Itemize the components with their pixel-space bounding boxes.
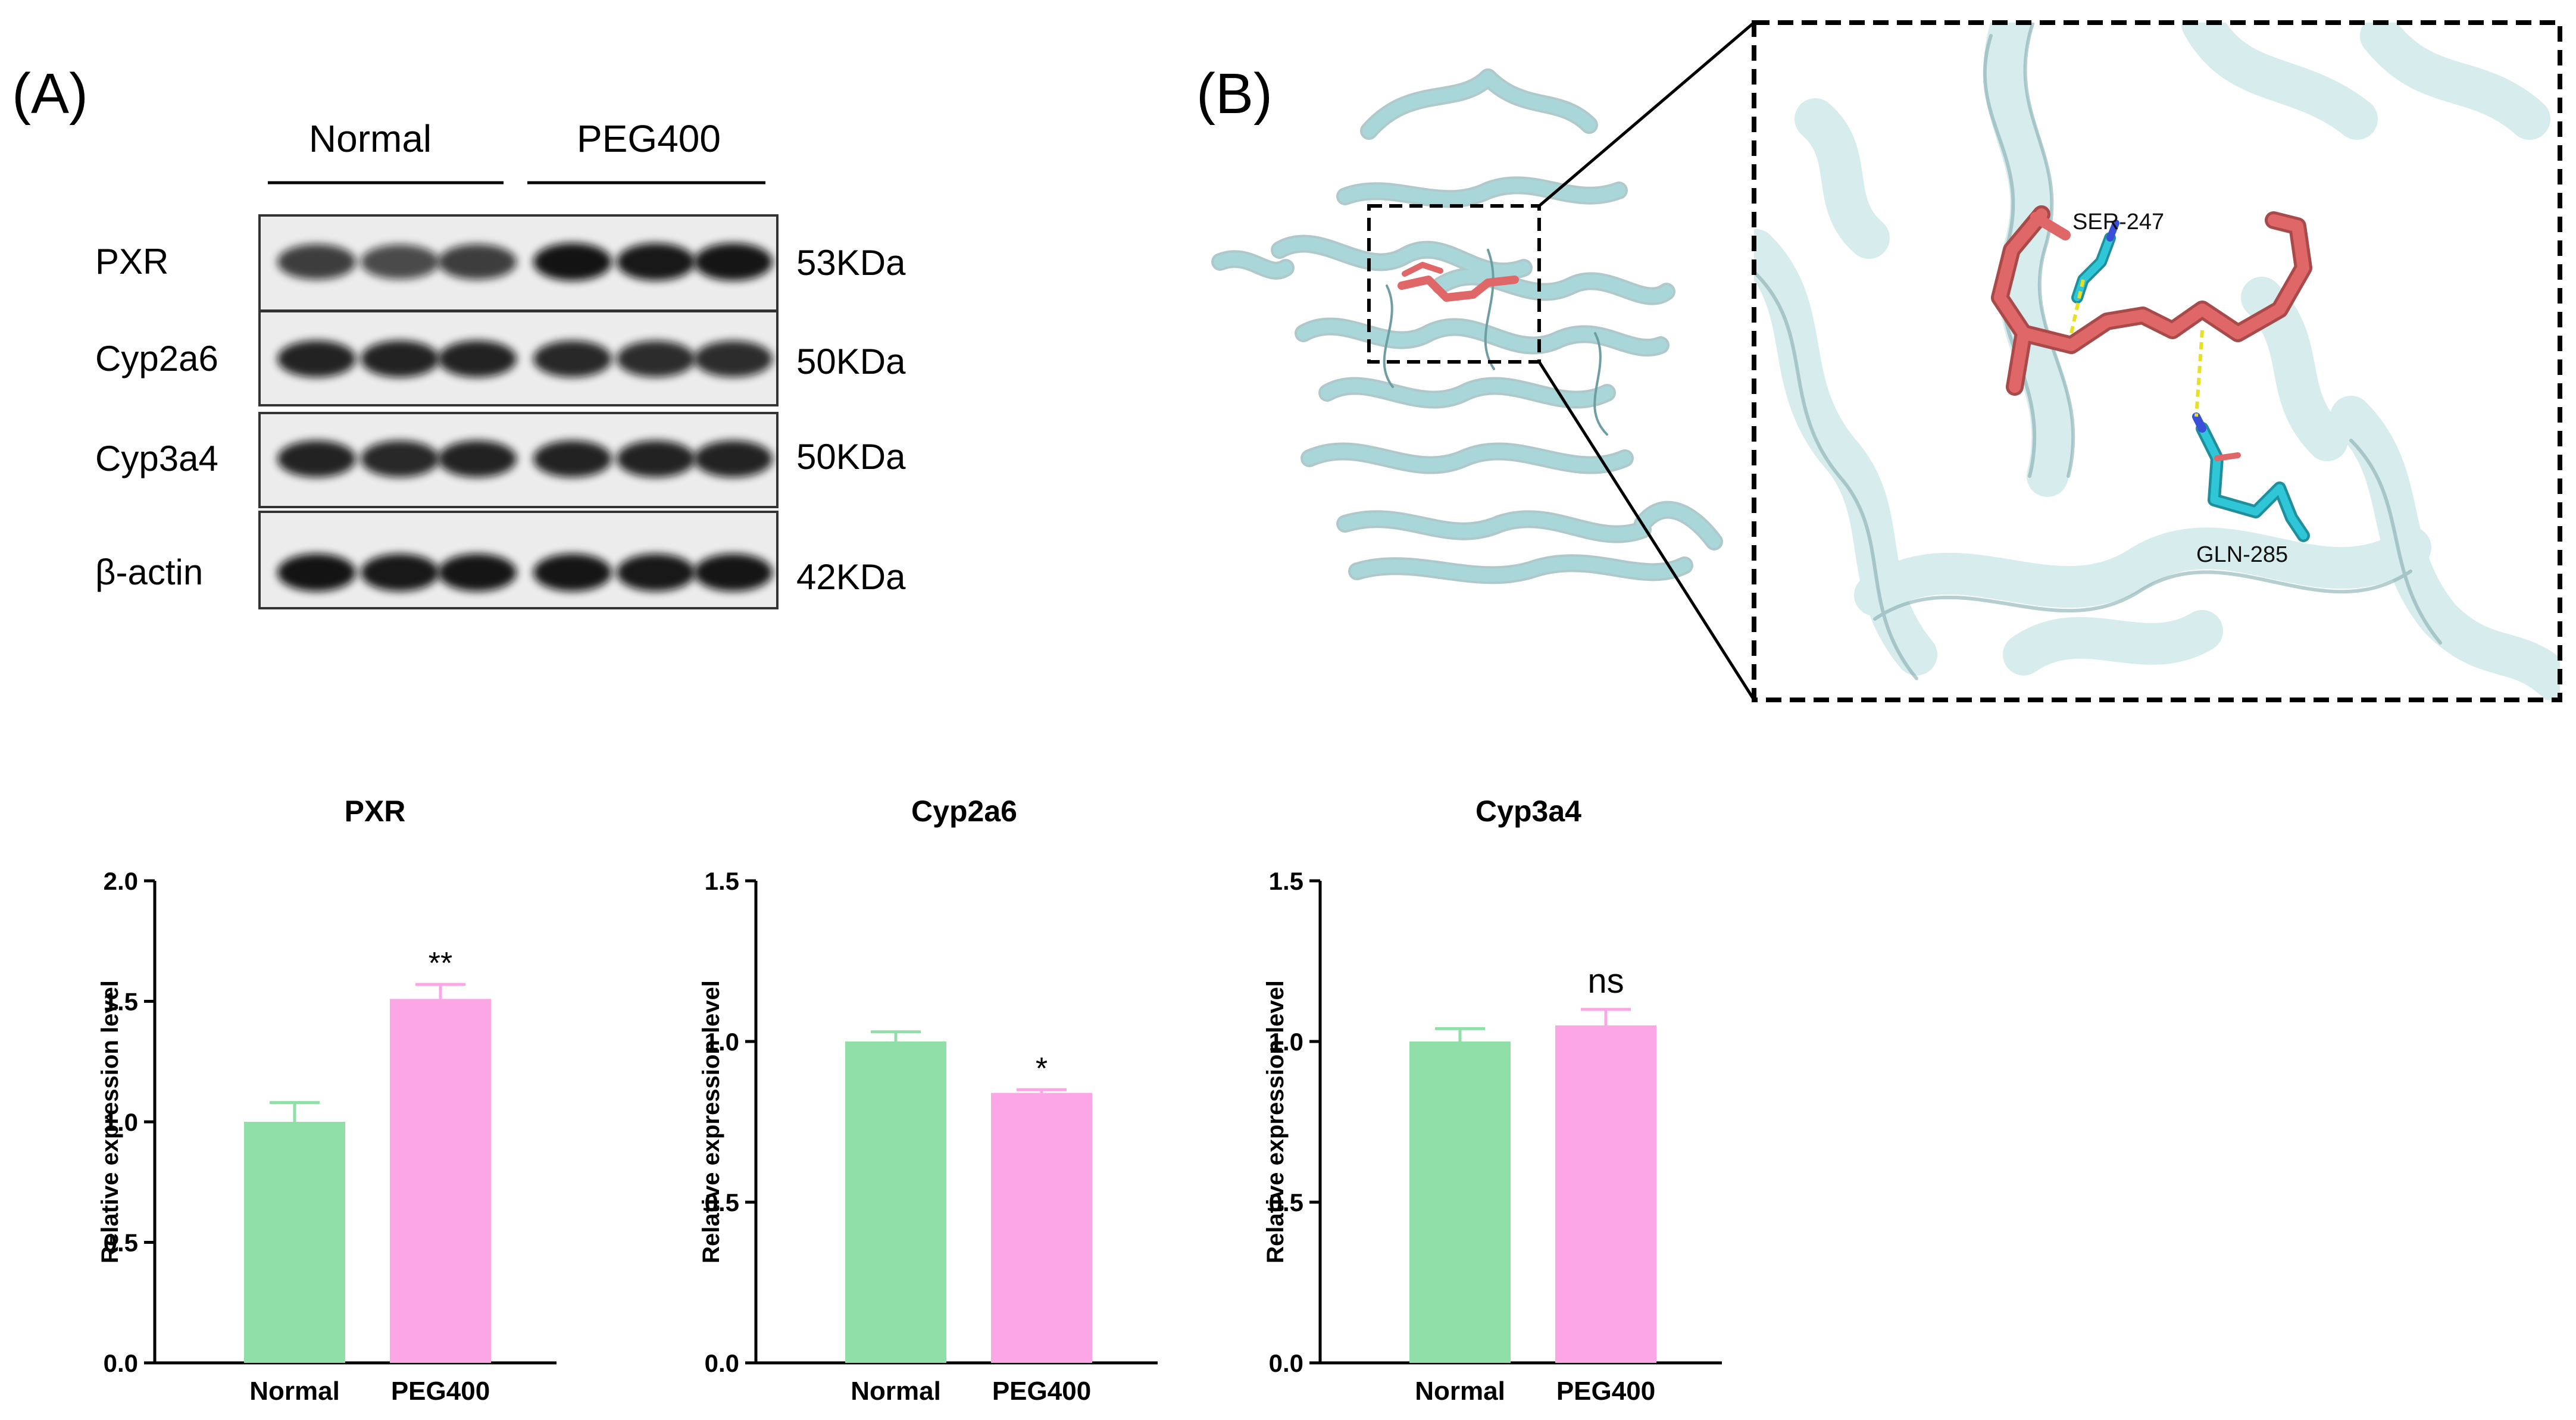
blot-band — [533, 340, 612, 377]
blot-band — [438, 553, 517, 592]
panel-b-label: (B) — [1196, 62, 1273, 126]
binding-site-zoom: SER-247 GLN-285 — [1754, 23, 2560, 700]
y-tick-label: 1.5 — [705, 867, 739, 895]
blot-band — [438, 440, 517, 477]
bar-normal — [845, 1041, 946, 1363]
blot-band — [361, 553, 439, 592]
zoom-view-frame — [1752, 20, 2562, 702]
residue-label-gln285: GLN-285 — [2196, 542, 2288, 567]
significance-annotation: ns — [1587, 962, 1624, 1000]
blot-band — [617, 553, 695, 592]
chart-pxr: PXR Relative expression level 0.0 0.5 1.0 1.5… — [97, 795, 557, 1406]
y-tick-label: 1.5 — [104, 988, 138, 1016]
zoom-connector-top — [1538, 21, 1755, 207]
molecular-weight-label: 53KDa — [796, 243, 906, 283]
blot-band — [617, 243, 695, 281]
chart-title: Cyp3a4 — [1475, 795, 1581, 828]
chart-cyp3a4: Cyp3a4 Relative expression level 0.0 0.5 1.0… — [1262, 795, 1722, 1406]
bar-normal — [244, 1122, 345, 1363]
blot-band — [438, 340, 517, 377]
panel-b-docking: (B) — [1196, 20, 2562, 702]
protein-label: Cyp2a6 — [95, 339, 218, 379]
y-tick-label: 0.0 — [104, 1349, 138, 1377]
y-axis-label: Relative expression level — [698, 980, 724, 1263]
blot-band — [694, 243, 773, 281]
panel-a-western-blot: (A) Normal PEG400 PXR 53KDa Cyp2a6 50KDa Cyp… — [12, 62, 906, 609]
x-tick-label: PEG400 — [1556, 1377, 1655, 1406]
y-tick-label: 0.5 — [104, 1229, 138, 1257]
y-tick-label: 1.0 — [705, 1028, 739, 1056]
residue-ser247 — [2071, 220, 2119, 304]
y-tick-label: 0.0 — [705, 1349, 739, 1377]
group-label-normal: Normal — [309, 117, 432, 160]
x-tick-label: PEG400 — [992, 1377, 1091, 1406]
chart-title: Cyp2a6 — [911, 795, 1017, 828]
chart-cyp2a6: Cyp2a6 Relative expression level 0.0 0.5 1.0… — [698, 795, 1158, 1406]
y-axis-label: Relative expression level — [97, 980, 123, 1263]
molecular-weight-label: 50KDa — [796, 437, 906, 477]
blot-band — [694, 440, 773, 477]
x-tick-label: Normal — [1415, 1377, 1505, 1406]
panel-a-label: (A) — [12, 62, 88, 126]
blot-band — [277, 553, 356, 592]
bar-peg400 — [390, 999, 491, 1363]
zoom-connector-bottom — [1537, 361, 1756, 701]
blot-band — [277, 244, 356, 280]
residue-label-ser247: SER-247 — [2072, 209, 2164, 234]
chart-title: PXR — [345, 795, 406, 828]
significance-annotation: * — [1036, 1052, 1048, 1086]
protein-structure-overview — [1211, 68, 1723, 584]
ligand-zoom — [1991, 205, 2312, 396]
group-label-peg400: PEG400 — [577, 117, 721, 160]
protein-label: PXR — [95, 242, 168, 282]
protein-label: β-actin — [95, 552, 203, 592]
ligand-overview — [1398, 276, 1519, 302]
y-tick-label: 1.0 — [1269, 1028, 1303, 1056]
blot-band — [617, 340, 695, 377]
x-tick-label: PEG400 — [391, 1377, 490, 1406]
y-tick-label: 0.5 — [1269, 1188, 1303, 1216]
molecular-weight-label: 50KDa — [796, 342, 906, 381]
blot-band — [533, 243, 612, 281]
blot-band — [277, 440, 356, 477]
blot-band — [533, 553, 612, 592]
x-tick-label: Normal — [249, 1377, 340, 1406]
residue-gln285 — [2192, 412, 2310, 542]
y-tick-label: 1.5 — [1269, 867, 1303, 895]
blot-band — [361, 244, 439, 280]
blot-band — [361, 440, 439, 477]
y-axis-label: Relative expression level — [1262, 980, 1289, 1263]
bar-charts: PXR Relative expression level 0.0 0.5 1.0 1.5… — [97, 795, 1722, 1406]
blot-band — [277, 340, 356, 377]
blot-band — [533, 440, 612, 477]
blot-band — [694, 553, 773, 592]
protein-label: Cyp3a4 — [95, 439, 218, 478]
x-tick-label: Normal — [851, 1377, 941, 1406]
bar-peg400 — [1555, 1025, 1656, 1363]
bar-peg400 — [991, 1093, 1092, 1363]
blot-band — [438, 244, 517, 280]
hydrogen-bonds — [2069, 279, 2204, 417]
y-tick-label: 0.5 — [705, 1188, 739, 1216]
significance-annotation: ** — [429, 946, 452, 981]
blot-band — [617, 440, 695, 477]
y-tick-label: 1.0 — [104, 1108, 138, 1136]
y-tick-label: 2.0 — [104, 867, 138, 895]
blot-band — [694, 340, 773, 377]
blot-band — [361, 340, 439, 377]
bar-normal — [1409, 1041, 1511, 1363]
molecular-weight-label: 42KDa — [796, 557, 906, 597]
zoom-region-box — [1367, 204, 1541, 364]
y-tick-label: 0.0 — [1269, 1349, 1303, 1377]
